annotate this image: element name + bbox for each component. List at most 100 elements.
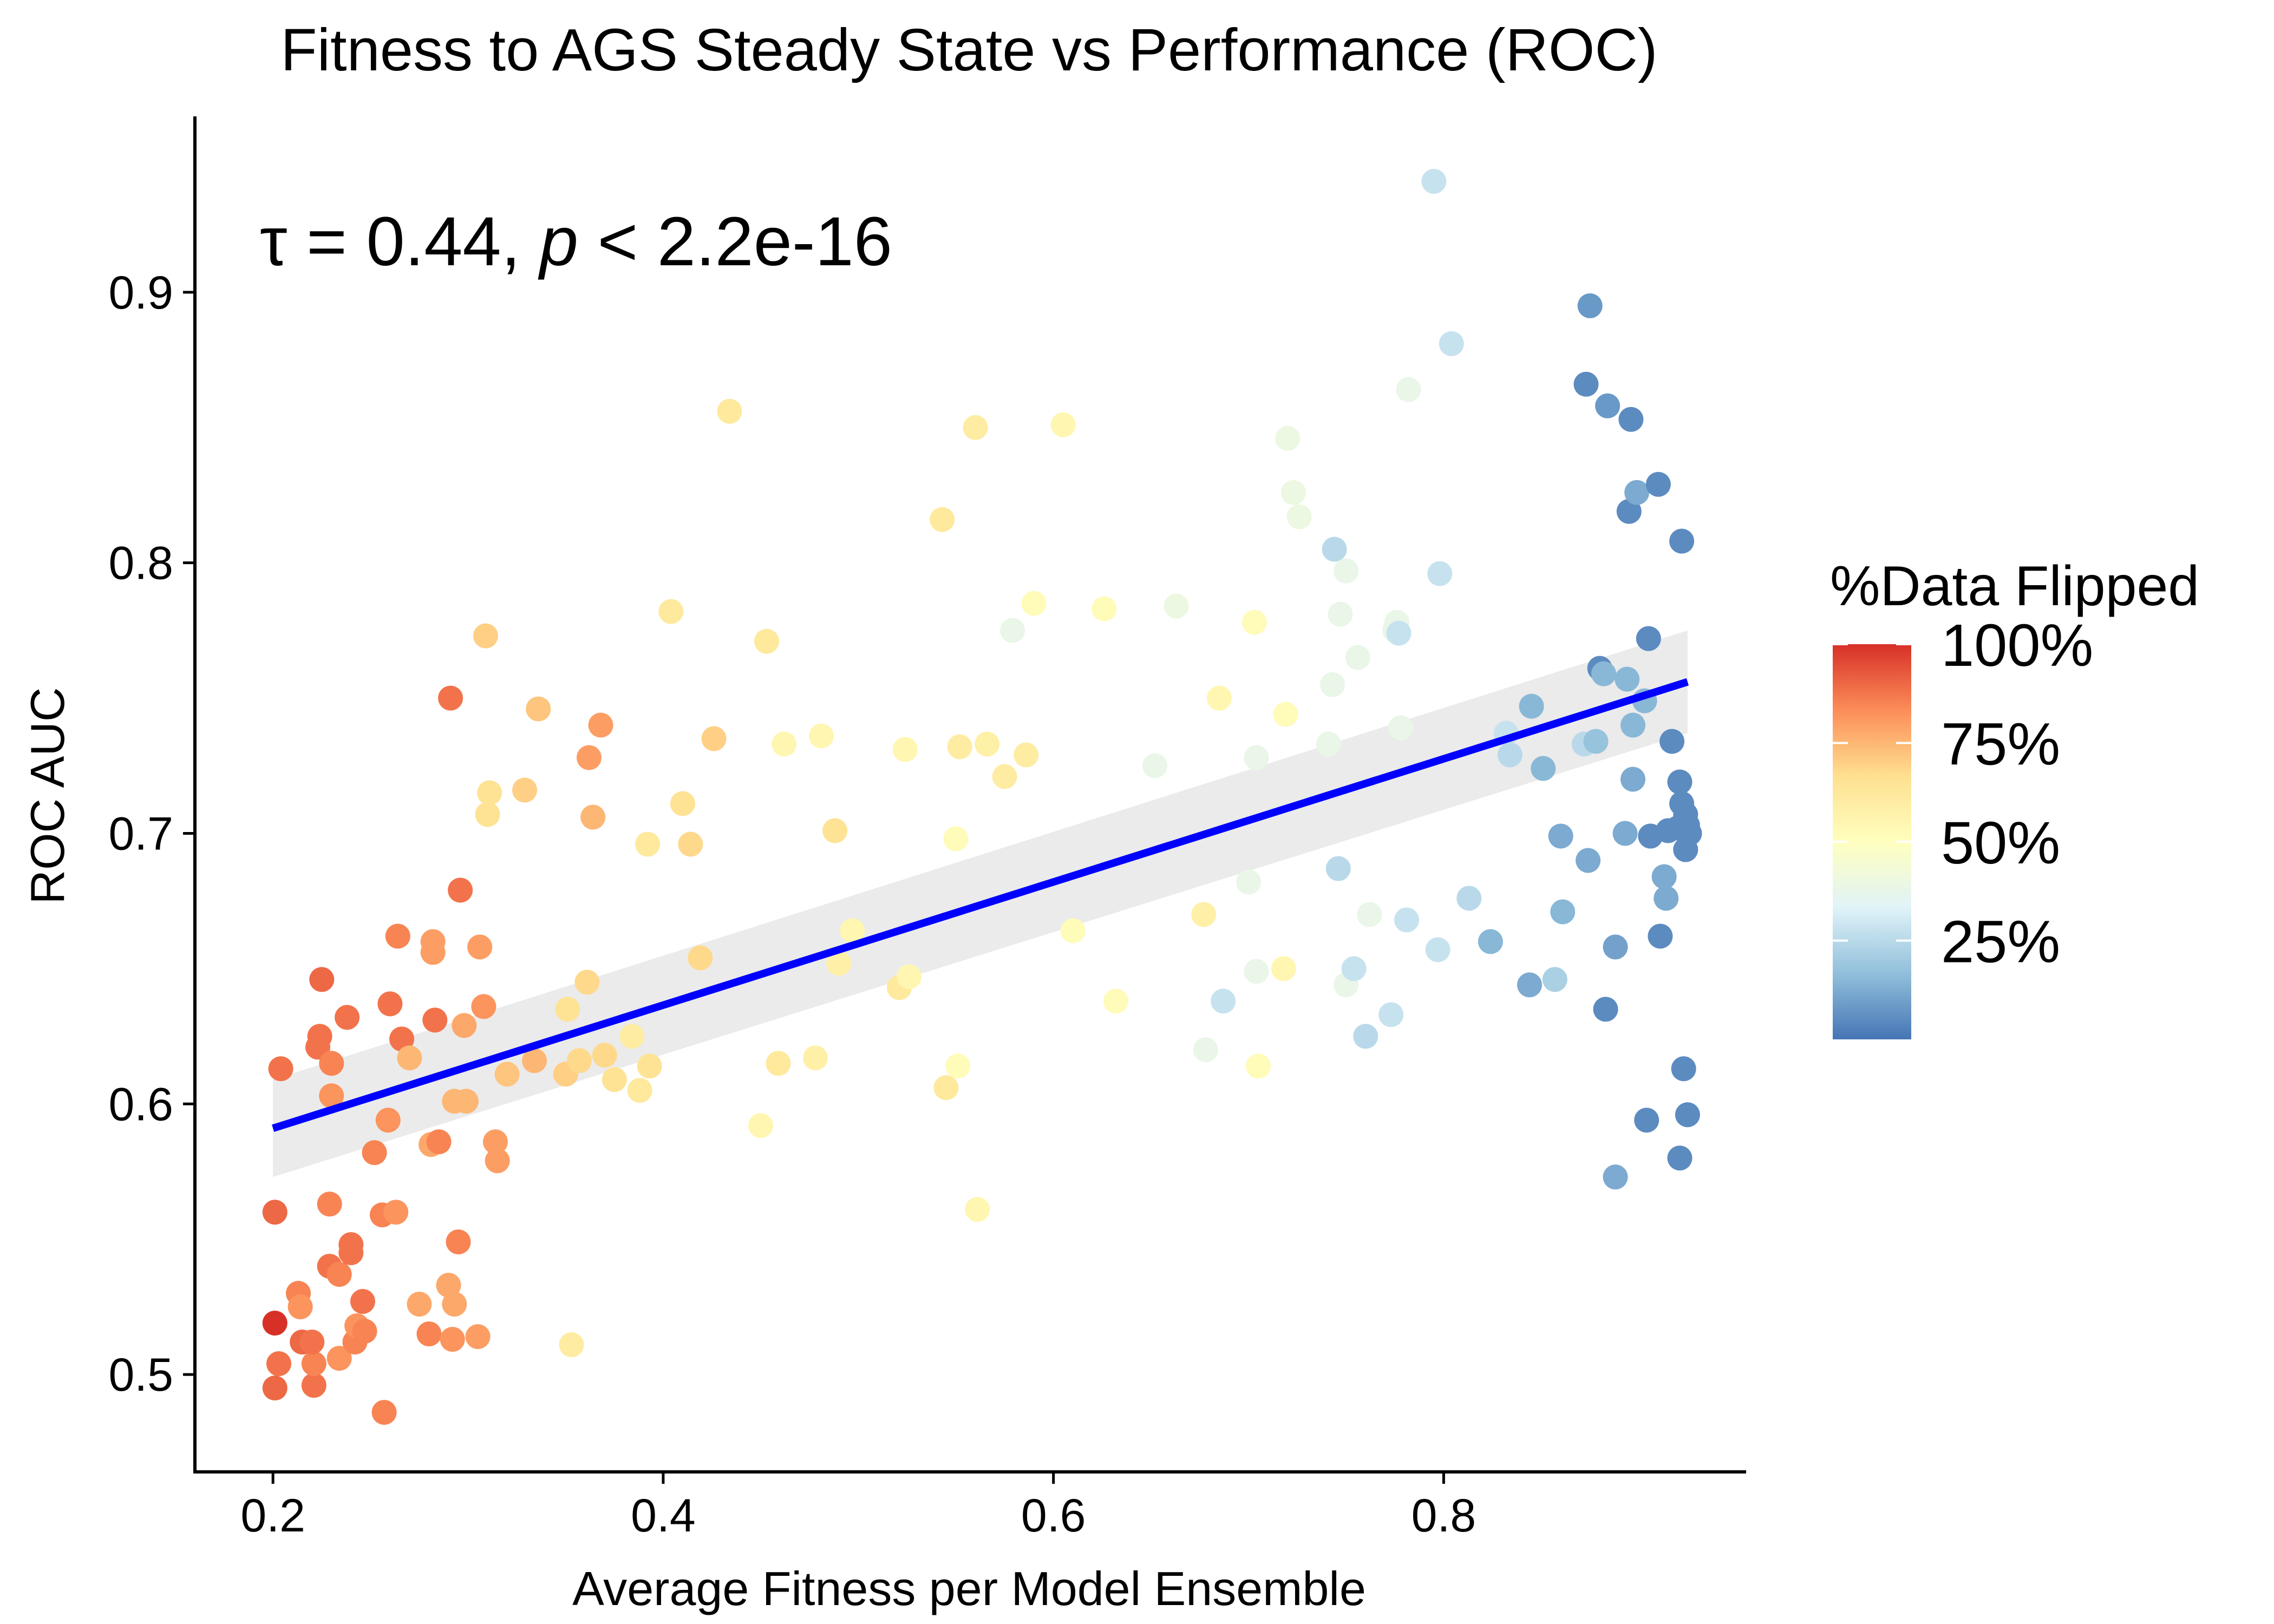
legend-label: 50% [1941, 810, 2060, 876]
data-point [266, 1351, 291, 1377]
data-point [436, 1273, 461, 1298]
data-point [335, 1005, 360, 1030]
data-point [1497, 742, 1522, 768]
data-point [1531, 756, 1556, 781]
x-tick-label: 0.6 [1021, 1490, 1086, 1542]
data-point [1615, 666, 1640, 692]
data-point [1060, 918, 1086, 944]
data-point [701, 726, 727, 751]
data-point [522, 1048, 547, 1073]
data-point [1092, 596, 1117, 621]
data-point [426, 1129, 452, 1155]
data-point [717, 398, 742, 424]
data-point [362, 1140, 387, 1165]
regression-line-layer [272, 678, 1689, 1132]
data-point [1275, 425, 1301, 451]
data-point [301, 1351, 326, 1377]
data-point [1273, 702, 1298, 727]
data-point [307, 1024, 332, 1049]
data-point [892, 737, 918, 762]
data-point [1519, 693, 1544, 719]
data-point [1211, 988, 1236, 1014]
data-point [301, 1373, 326, 1398]
data-point [1577, 293, 1603, 318]
data-point [1620, 712, 1645, 738]
data-point [338, 1240, 364, 1266]
data-point [1328, 601, 1353, 627]
data-point [319, 1083, 344, 1109]
data-point [377, 991, 403, 1017]
y-ticks-layer: 0.5 0.6 0.7 0.8 0.9 [108, 267, 195, 1401]
data-point [1050, 412, 1076, 437]
scatter-points-layer [262, 168, 1702, 1425]
data-point [371, 1400, 397, 1425]
data-point [1576, 848, 1601, 873]
data-point [822, 818, 848, 843]
data-point [422, 1007, 448, 1033]
data-point [389, 1026, 414, 1052]
data-point [494, 1062, 520, 1087]
data-point [1669, 528, 1695, 554]
y-tick-label: 0.7 [108, 808, 173, 860]
data-point [803, 1045, 828, 1071]
data-point [1244, 959, 1269, 984]
data-point [635, 831, 661, 857]
legend-label: 25% [1941, 909, 2060, 975]
data-point [1241, 610, 1267, 635]
color-legend: %Data Flipped 100% 75% 50% 25% [1830, 555, 2199, 1039]
data-point [448, 878, 473, 903]
data-point [1675, 1102, 1700, 1128]
data-point [438, 685, 463, 711]
data-point [1353, 1024, 1378, 1049]
data-point [1425, 937, 1450, 962]
data-point [576, 745, 602, 770]
data-point [262, 1200, 287, 1225]
data-point [1667, 1145, 1693, 1171]
data-point [1378, 1002, 1404, 1027]
data-point [592, 1043, 617, 1068]
data-point [1427, 561, 1453, 586]
data-point [808, 723, 834, 749]
data-point [1191, 902, 1217, 927]
data-point [475, 802, 500, 827]
legend-label: 75% [1941, 711, 2060, 778]
data-point [943, 826, 969, 852]
data-point [566, 1048, 592, 1073]
data-point [945, 1053, 971, 1079]
data-point [1334, 558, 1359, 584]
regression-line [272, 678, 1689, 1132]
legend-title: %Data Flipped [1830, 555, 2199, 618]
data-point [1542, 967, 1567, 992]
data-point [1386, 620, 1412, 646]
chart-title: Fitness to AGS Steady State vs Performan… [280, 17, 1657, 83]
data-point [1388, 715, 1414, 741]
y-tick-label: 0.5 [108, 1349, 173, 1401]
x-axis-title: Average Fitness per Model Ensemble [572, 1562, 1366, 1615]
data-point [992, 764, 1017, 789]
data-point [465, 1324, 491, 1350]
data-point [1021, 591, 1047, 616]
data-point [1394, 907, 1419, 933]
data-point [1236, 869, 1262, 895]
y-axis-title: ROC AUC [21, 687, 74, 905]
data-point [658, 599, 684, 624]
data-point [1271, 956, 1296, 981]
legend-label: 100% [1941, 612, 2093, 679]
data-point [688, 945, 713, 971]
data-point [485, 1148, 510, 1174]
data-point [580, 804, 606, 830]
data-point [947, 734, 972, 759]
data-point [1478, 929, 1503, 954]
data-point [1439, 331, 1464, 356]
data-point [1616, 499, 1642, 524]
data-point [1671, 1056, 1696, 1082]
data-point [619, 1024, 645, 1049]
data-point [1550, 899, 1576, 925]
data-point [262, 1376, 287, 1401]
data-point [440, 1327, 465, 1352]
data-point [482, 1129, 508, 1155]
data-point [477, 780, 502, 806]
data-point [1659, 729, 1685, 754]
data-point [407, 1292, 432, 1317]
